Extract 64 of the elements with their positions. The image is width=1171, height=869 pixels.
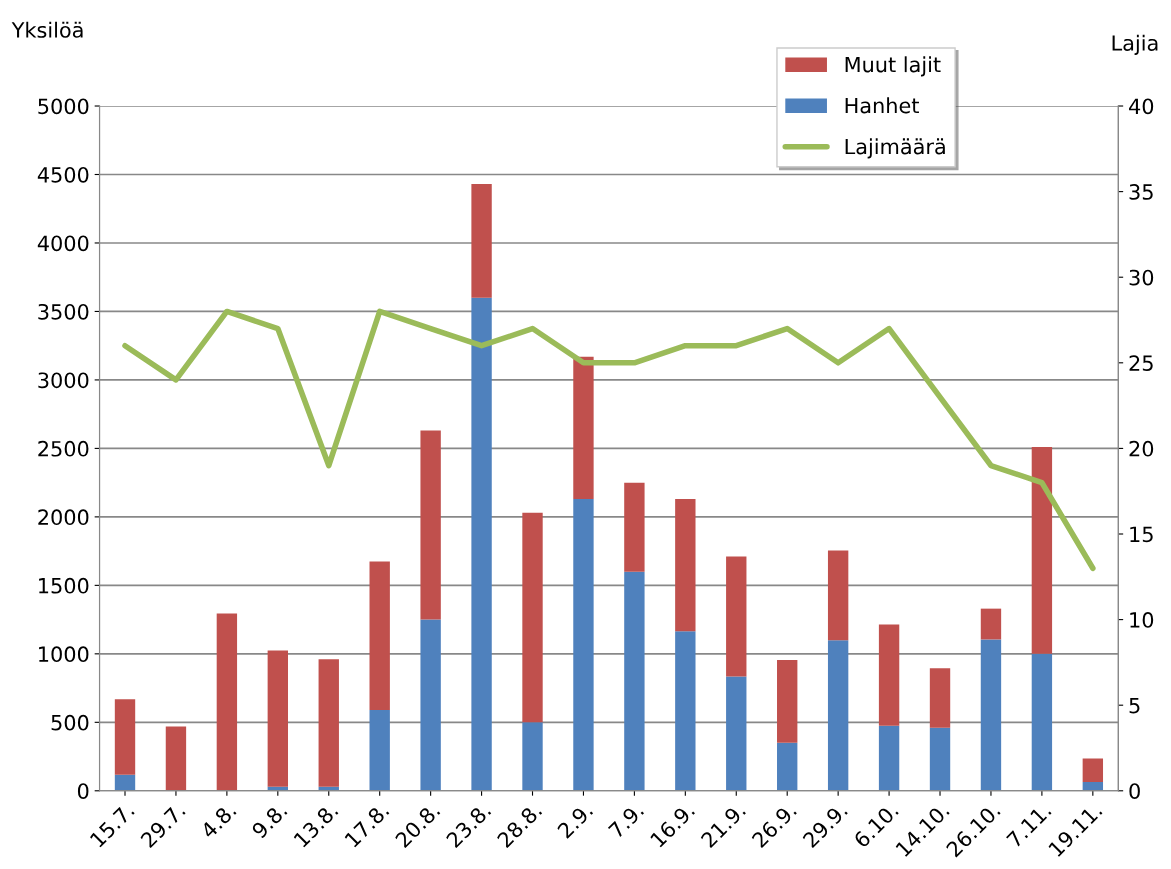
y-tick-label: 3500 [38,303,89,320]
bar [573,499,594,791]
y-tick-label: 0 [77,783,89,799]
y-tick-label: 1500 [39,577,89,594]
y-tick-label: 2500 [38,440,89,457]
bar [827,550,849,641]
y2-tick-label: 25 [1129,355,1153,372]
x-tick-label: 7.9. [607,802,645,839]
bar [777,742,798,791]
y2-tick-label: 0 [1129,783,1140,799]
bar [1082,758,1104,782]
y-tick-label: 4000 [37,235,89,252]
bar [114,699,136,775]
bar [726,676,747,791]
y-tick-label: 4500 [37,166,89,183]
bar [878,624,900,726]
bar [777,660,798,743]
bar [624,482,645,572]
bar [471,297,492,791]
bar [1031,447,1053,654]
y-tick-label: 2000 [38,509,89,526]
legend-label: Lajimäärä [845,138,945,159]
legend-label: Hanhet [845,97,919,114]
bar [369,709,390,791]
x-tick-label: 4.8. [199,802,237,840]
x-tick-label: 9.8. [250,802,288,840]
bar [522,512,543,723]
bar [216,613,238,791]
bar [929,668,951,728]
y2-tick-label: 15 [1130,526,1153,543]
bar [573,356,594,500]
y2-tick-label: 10 [1130,612,1154,628]
bar [675,499,696,632]
bar [114,774,136,791]
legend-label: Muut lajit [845,56,941,77]
y2-tick-label: 35 [1129,184,1153,200]
y2-tick-label: 20 [1129,440,1154,457]
bar [827,640,849,791]
bar [929,727,951,791]
bar [420,619,441,791]
y2-tick-label: 40 [1129,98,1154,115]
y2-axis-title: Lajia [1112,34,1158,55]
y2-tick-label: 5 [1129,697,1140,714]
y-tick-label: 500 [51,714,89,731]
bar [1031,653,1053,791]
bar [980,608,1002,640]
bar [980,639,1002,791]
bar [522,722,543,791]
bar [165,726,187,791]
bar [675,631,696,791]
y-tick-label: 5000 [38,98,89,115]
y-axis-title: Yksilöä [11,21,83,38]
bar [267,650,289,787]
bar [420,430,441,620]
bar [726,556,747,677]
bar [878,725,900,791]
bar [369,561,390,710]
y-tick-label: 3000 [38,372,89,389]
bar [471,184,492,298]
x-tick-label: 2.9. [556,802,594,839]
bar [624,571,645,791]
bar [318,659,339,787]
y2-tick-label: 30 [1129,269,1154,286]
y-tick-label: 1000 [39,646,89,663]
